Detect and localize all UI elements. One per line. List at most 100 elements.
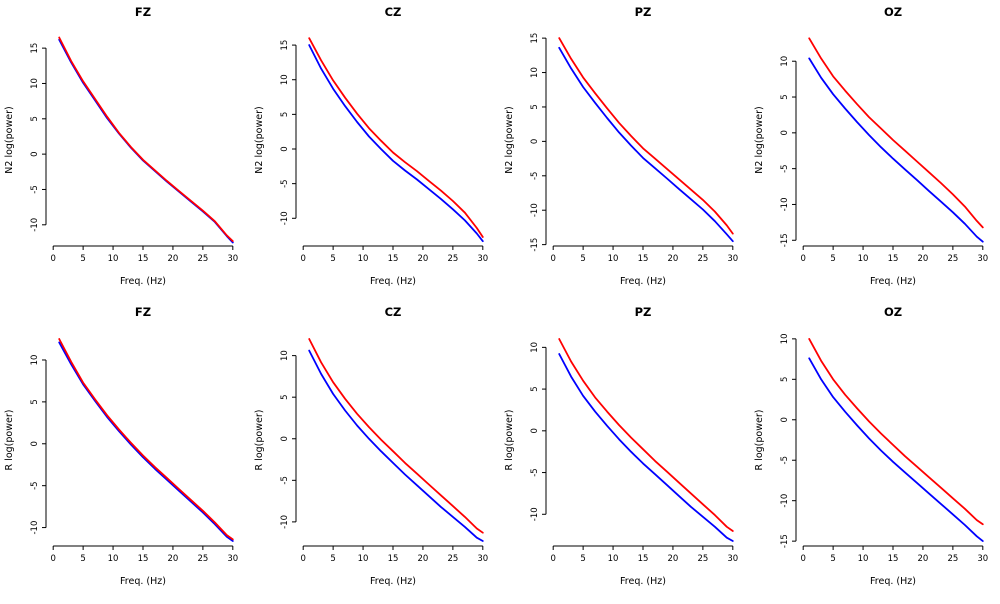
- x-axis: 0 5 10 15 20 25 30: [550, 245, 738, 264]
- chart-title: PZ: [635, 5, 652, 19]
- x-tick-label: 0: [50, 254, 55, 264]
- y-axis: -15 -10 -5 0 5 10: [780, 333, 797, 548]
- x-tick-label: 30: [977, 254, 988, 264]
- y-tick-label: -5: [30, 185, 40, 193]
- x-tick-label: 25: [947, 254, 958, 264]
- x-tick-label: 15: [888, 254, 899, 264]
- y-axis-label: N2 log(power): [754, 106, 765, 173]
- series-blue-line: [558, 353, 734, 542]
- y-tick-label: -10: [280, 211, 290, 225]
- y-axis: -10 -5 0 5 10 15: [30, 43, 47, 232]
- y-tick-label: 10: [280, 350, 290, 361]
- y-tick-label: 0: [280, 146, 290, 151]
- y-tick-label: -15: [780, 233, 790, 247]
- x-axis: 0 5 10 15 20 25 30: [800, 245, 988, 264]
- x-tick-label: 10: [608, 554, 619, 564]
- y-tick-label: 5: [30, 116, 40, 121]
- y-tick-label: 10: [530, 342, 540, 353]
- x-tick-label: 10: [858, 554, 869, 564]
- x-tick-label: 10: [108, 254, 119, 264]
- chart-svg: FZ 0 5 10 15 20 25 30 -10 -5 0 5 10 Freq. (Hz) R log(p…: [4, 305, 238, 587]
- x-tick-label: 15: [138, 554, 149, 564]
- y-tick-label: 0: [780, 417, 790, 422]
- x-tick-label: 5: [80, 254, 85, 264]
- y-tick-label: -5: [780, 456, 790, 464]
- x-tick-label: 0: [800, 254, 805, 264]
- chart-panel-n2-cz: CZ 0 5 10 15 20 25 30 -10 -5 0 5 10 15 Freq. (Hz) N2 lo…: [250, 0, 500, 300]
- y-axis-label: R log(power): [754, 410, 765, 471]
- x-axis-label: Freq. (Hz): [370, 276, 416, 287]
- x-tick-label: 30: [727, 254, 738, 264]
- x-tick-label: 5: [80, 554, 85, 564]
- x-tick-label: 20: [418, 554, 429, 564]
- x-tick-label: 25: [197, 254, 208, 264]
- chart-title: PZ: [635, 305, 652, 319]
- x-tick-label: 30: [477, 554, 488, 564]
- y-axis: -10 -5 0 5 10: [530, 342, 547, 521]
- chart-panel-r-cz: CZ 0 5 10 15 20 25 30 -10 -5 0 5 10 Freq. (Hz) R log(p…: [250, 300, 500, 600]
- x-tick-label: 25: [447, 554, 458, 564]
- x-tick-label: 25: [697, 254, 708, 264]
- x-tick-label: 15: [638, 254, 649, 264]
- x-tick-label: 20: [918, 254, 929, 264]
- chart-title: FZ: [135, 5, 151, 19]
- chart-svg: PZ 0 5 10 15 20 25 30 -15 -10 -5 0 5 10 15 Freq. (Hz) N2…: [504, 5, 738, 287]
- x-tick-label: 5: [330, 554, 335, 564]
- x-tick-label: 30: [477, 254, 488, 264]
- chart-panel-n2-oz: OZ 0 5 10 15 20 25 30 -15 -10 -5 0 5 10 Freq. (Hz) N2 l…: [750, 0, 1000, 300]
- chart-panel-r-pz: PZ 0 5 10 15 20 25 30 -10 -5 0 5 10 Freq. (Hz) R log(p…: [500, 300, 750, 600]
- x-tick-label: 25: [697, 554, 708, 564]
- x-tick-label: 10: [608, 254, 619, 264]
- chart-title: OZ: [884, 5, 902, 19]
- y-tick-label: 5: [530, 386, 540, 391]
- series-red-line: [808, 338, 984, 526]
- y-tick-label: -5: [530, 172, 540, 180]
- y-axis-label: N2 log(power): [254, 106, 265, 173]
- y-tick-label: 15: [280, 40, 290, 51]
- chart-svg: FZ 0 5 10 15 20 25 30 -10 -5 0 5 10 15 Freq. (Hz) N2 lo…: [4, 5, 238, 287]
- y-axis-label: R log(power): [4, 410, 15, 471]
- x-tick-label: 5: [830, 554, 835, 564]
- y-tick-label: 10: [780, 333, 790, 344]
- x-tick-label: 20: [668, 254, 679, 264]
- y-axis-label: N2 log(power): [4, 106, 15, 173]
- x-tick-label: 30: [727, 554, 738, 564]
- y-axis: -10 -5 0 5 10 15: [280, 40, 297, 225]
- x-tick-label: 25: [197, 554, 208, 564]
- x-tick-label: 10: [108, 554, 119, 564]
- series-red-line: [308, 338, 484, 534]
- y-axis-label: R log(power): [504, 410, 515, 471]
- x-tick-label: 20: [418, 254, 429, 264]
- x-tick-label: 0: [550, 254, 555, 264]
- series-red-line: [558, 37, 734, 235]
- y-axis: -10 -5 0 5 10: [30, 355, 47, 535]
- y-tick-label: 0: [30, 151, 40, 156]
- x-axis-label: Freq. (Hz): [620, 576, 666, 587]
- x-axis: 0 5 10 15 20 25 30: [300, 545, 488, 564]
- x-tick-label: 10: [358, 254, 369, 264]
- y-tick-label: 0: [530, 428, 540, 433]
- y-tick-label: -5: [280, 476, 290, 484]
- y-tick-label: 0: [530, 139, 540, 144]
- x-tick-label: 5: [580, 554, 585, 564]
- x-tick-label: 0: [300, 554, 305, 564]
- y-tick-label: 0: [30, 441, 40, 446]
- y-axis: -10 -5 0 5 10: [280, 350, 297, 529]
- x-tick-label: 10: [858, 254, 869, 264]
- x-axis-label: Freq. (Hz): [870, 576, 916, 587]
- x-axis: 0 5 10 15 20 25 30: [300, 245, 488, 264]
- x-tick-label: 25: [447, 254, 458, 264]
- series-blue-line: [808, 57, 984, 243]
- x-tick-label: 0: [550, 554, 555, 564]
- y-tick-label: 5: [280, 394, 290, 399]
- y-tick-label: 15: [530, 33, 540, 44]
- x-tick-label: 25: [947, 554, 958, 564]
- series-blue-line: [308, 349, 484, 542]
- x-tick-label: 0: [800, 554, 805, 564]
- x-tick-label: 30: [227, 254, 238, 264]
- y-tick-label: -10: [780, 494, 790, 508]
- series-red-line: [58, 36, 234, 243]
- y-tick-label: -15: [530, 238, 540, 252]
- chart-title: FZ: [135, 305, 151, 319]
